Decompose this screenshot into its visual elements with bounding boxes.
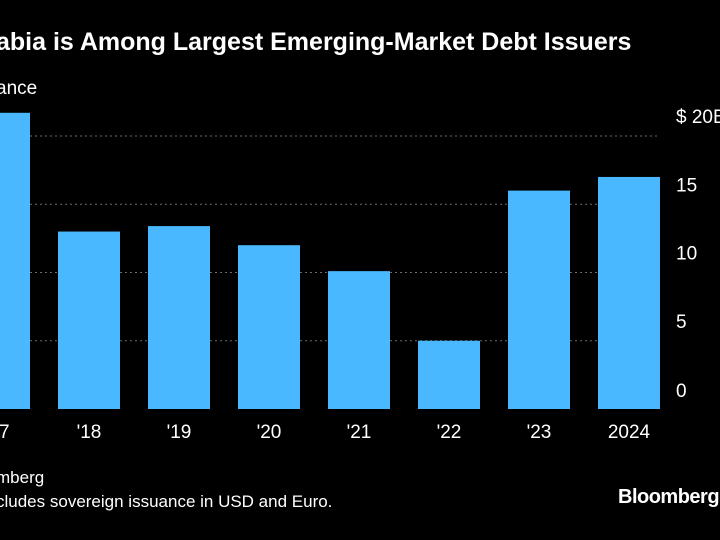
bar-20 bbox=[238, 245, 300, 409]
y-tick-label: 0 bbox=[676, 381, 687, 402]
bloomberg-logo: Bloomberg bbox=[618, 486, 720, 508]
bar-23 bbox=[508, 190, 570, 409]
x-tick-label: '18 bbox=[77, 422, 102, 443]
y-axis-tick-labels: 0 5 10 15 $ 20B bbox=[676, 107, 720, 402]
x-axis-tick-labels: 17 '18 '19 '20 '21 '22 '23 2024 bbox=[0, 422, 651, 443]
bar-21 bbox=[328, 271, 390, 409]
x-tick-label: 2024 bbox=[608, 422, 651, 443]
y-tick-label: $ 20B bbox=[676, 107, 720, 128]
footnote: cludes sovereign issuance in USD and Eur… bbox=[0, 492, 333, 511]
source-note: mberg bbox=[0, 468, 45, 487]
x-tick-label: '20 bbox=[257, 422, 282, 443]
x-tick-label: '21 bbox=[347, 422, 372, 443]
y-tick-label: 5 bbox=[676, 312, 687, 333]
bar-18 bbox=[58, 231, 120, 409]
x-tick-label: '19 bbox=[167, 422, 192, 443]
x-tick-label: '23 bbox=[527, 422, 552, 443]
y-tick-label: 15 bbox=[676, 175, 697, 196]
bar-2024 bbox=[598, 176, 660, 409]
bar-17 bbox=[0, 112, 30, 410]
bars bbox=[0, 112, 660, 410]
chart-subtitle: ance bbox=[0, 78, 38, 99]
chart-title: abia is Among Largest Emerging-Market De… bbox=[0, 28, 632, 56]
bar-19 bbox=[148, 226, 210, 409]
x-tick-label: 17 bbox=[0, 422, 10, 443]
bar-22 bbox=[418, 340, 480, 409]
y-tick-label: 10 bbox=[676, 244, 697, 265]
x-tick-label: '22 bbox=[437, 422, 462, 443]
